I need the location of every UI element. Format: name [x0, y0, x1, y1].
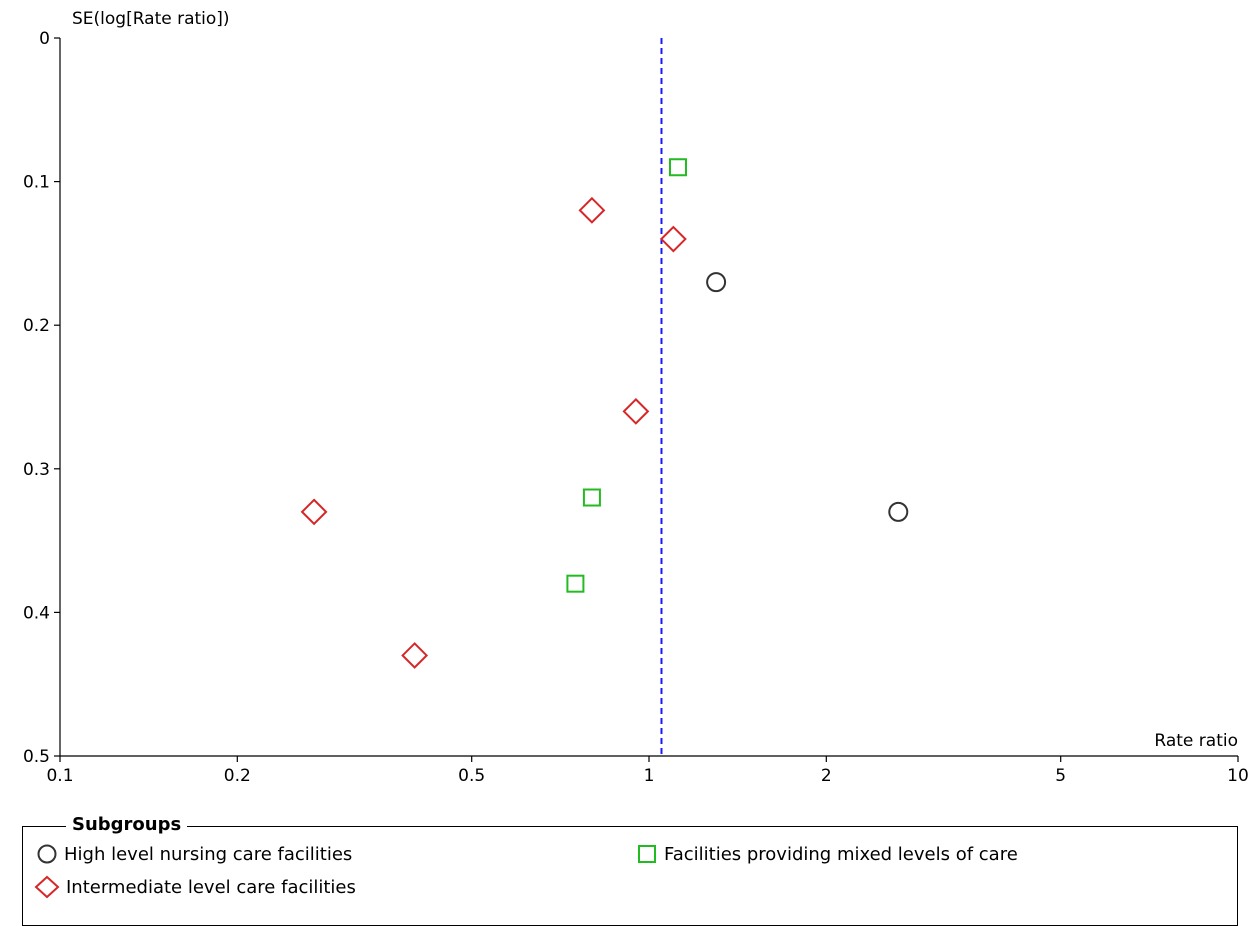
legend-item-mixed-levels: Facilities providing mixed levels of car…: [636, 843, 1018, 865]
legend-item-high-level: High level nursing care facilities: [36, 843, 352, 865]
y-axis-title: SE(log[Rate ratio]): [72, 9, 230, 29]
y-tick-label: 0: [39, 29, 50, 49]
legend-item-intermediate-level: Intermediate level care facilities: [34, 875, 356, 899]
x-tick-label: 1: [644, 766, 655, 786]
circle-data-point: [888, 501, 909, 522]
x-tick-label: 0.1: [46, 766, 73, 786]
x-tick-label: 0.2: [224, 766, 251, 786]
x-tick-label: 0.5: [458, 766, 485, 786]
diamond-data-point: [578, 196, 606, 224]
y-tick-label: 0.4: [23, 603, 50, 623]
diamond-marker-icon: [34, 875, 60, 899]
x-tick-label: 10: [1227, 766, 1249, 786]
funnel-plot: 00.10.20.30.40.50.1 0.2 0.5 1 2 5 10SE(log[Rat…: [23, 9, 1249, 786]
diamond-data-point: [300, 498, 328, 526]
legend-label: Facilities providing mixed levels of car…: [664, 843, 1018, 865]
circle-data-point: [706, 272, 727, 293]
legend-label: Intermediate level care facilities: [66, 876, 356, 898]
legend-title: Subgroups: [66, 814, 188, 835]
circle-marker-icon: [37, 844, 57, 864]
square-data-point: [566, 574, 585, 593]
x-tick-label: 2: [821, 766, 832, 786]
y-tick-label: 0.3: [23, 460, 50, 480]
axes: 00.10.20.30.40.50.1 0.2 0.5 1 2 5 10SE(log[Rat…: [23, 9, 1249, 786]
x-axis-title: Rate ratio: [1154, 731, 1238, 751]
diamond-data-point: [401, 642, 429, 669]
y-tick-label: 0.1: [23, 173, 50, 193]
y-tick-label: 0.2: [23, 316, 50, 336]
square-data-point: [668, 158, 687, 177]
x-tick-label: 5: [1055, 766, 1066, 786]
diamond-data-point: [659, 225, 687, 253]
diamond-data-point: [622, 397, 650, 425]
square-marker-icon: [638, 845, 656, 863]
y-tick-label: 0.5: [23, 747, 50, 767]
legend-label: High level nursing care facilities: [64, 843, 353, 865]
data-points: [300, 158, 909, 669]
square-data-point: [582, 488, 601, 507]
